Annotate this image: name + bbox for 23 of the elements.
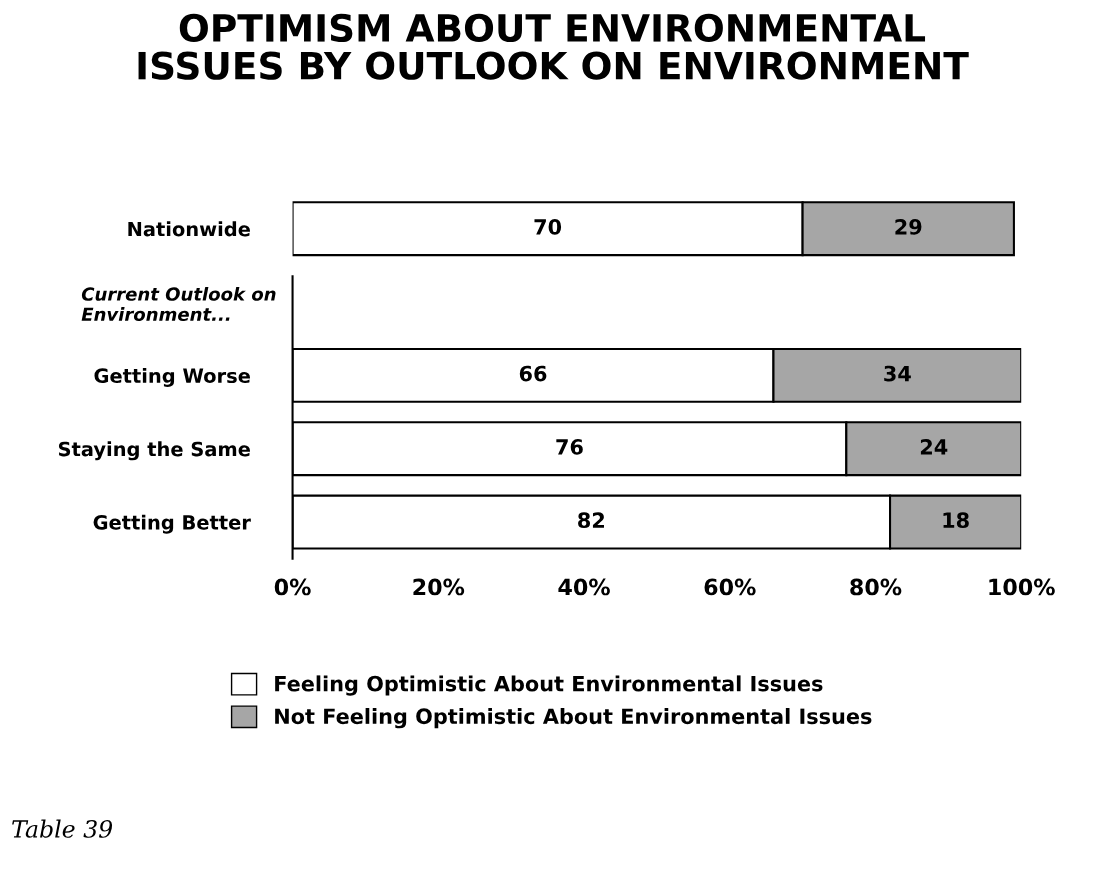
x-tick-label: 0% [274, 578, 311, 596]
x-tick-label: 40% [558, 578, 610, 596]
y-tick-label: Getting Better [93, 514, 251, 534]
data-label: 24 [920, 439, 948, 455]
chart-title: OPTIMISM ABOUT ENVIRONMENTAL ISSUES BY OUTLOOK ON ENVIRONMENT [138, 13, 969, 80]
data-label: 70 [534, 219, 562, 235]
x-tick-label: 100% [989, 578, 1055, 596]
y-tick-label: Nationwide [128, 221, 250, 237]
x-tick-label: 20% [413, 578, 465, 596]
x-tick-label: 80% [850, 578, 902, 596]
caption: Table 39 [12, 819, 113, 838]
data-label: 82 [578, 512, 604, 529]
legend-label: Not Feeling Optimistic About Environmental Issues [275, 708, 872, 729]
y-tick-label: Getting Worse [94, 368, 250, 387]
x-tick-label: 60% [704, 578, 756, 596]
y-tick-label: Staying the Same [58, 441, 250, 461]
data-label: 66 [519, 365, 547, 382]
data-label: 34 [884, 365, 911, 382]
data-label: 76 [556, 439, 583, 455]
data-label: 29 [895, 219, 922, 235]
legend-label: Feeling Optimistic About Environmental Issues [275, 675, 823, 696]
text: Current Outlook on Environment... [81, 286, 276, 322]
data-label: 18 [943, 512, 969, 529]
